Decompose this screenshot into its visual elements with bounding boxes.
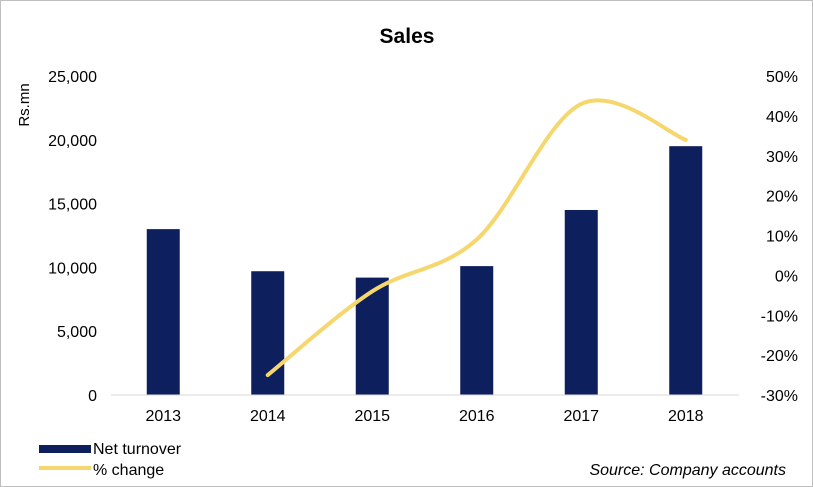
bar: [355, 277, 389, 395]
legend-label-percent-change: % change: [93, 462, 164, 479]
right-tick-label: 30%: [766, 149, 798, 166]
right-axis-ticks: -30% -20% -10% 0% 10% 20% 30% 40% 50%: [761, 69, 798, 405]
right-tick-label: 40%: [766, 109, 798, 126]
right-tick-label: 20%: [766, 189, 798, 206]
y-axis-label: Rs.mn: [16, 83, 33, 126]
left-tick-label: 5,000: [57, 324, 97, 341]
percent-change-line: [265, 98, 688, 378]
source-note: Source: Company accounts: [589, 462, 786, 479]
legend-label-net-turnover: Net turnover: [93, 441, 182, 458]
left-tick-label: 0: [88, 388, 97, 405]
left-tick-label: 25,000: [48, 69, 97, 86]
right-tick-label: -10%: [761, 308, 798, 325]
left-axis-ticks: 0 5,000 10,000 15,000 20,000 25,000: [48, 69, 97, 405]
x-tick-label: 2014: [250, 408, 286, 425]
right-tick-label: 50%: [766, 69, 798, 86]
bar: [669, 146, 703, 395]
x-tick-label: 2015: [354, 408, 390, 425]
right-tick-label: -30%: [761, 388, 798, 405]
legend: Net turnover % change: [39, 441, 182, 479]
bar: [146, 229, 180, 395]
bar-series: [146, 146, 703, 395]
x-tick-label: 2016: [459, 408, 495, 425]
bar: [564, 209, 598, 395]
x-tick-label: 2018: [668, 408, 704, 425]
right-tick-label: 10%: [766, 229, 798, 246]
left-tick-label: 15,000: [48, 197, 97, 214]
left-tick-label: 10,000: [48, 260, 97, 277]
bar: [460, 266, 494, 395]
x-tick-label: 2013: [145, 408, 181, 425]
chart-title: Sales: [380, 25, 435, 48]
x-axis-ticks: 2013 2014 2015 2016 2017 2018: [145, 408, 703, 425]
left-tick-label: 20,000: [48, 133, 97, 150]
legend-swatch-net-turnover: [39, 445, 91, 453]
x-tick-label: 2017: [563, 408, 599, 425]
right-tick-label: -20%: [761, 348, 798, 365]
right-tick-label: 0%: [775, 268, 798, 285]
